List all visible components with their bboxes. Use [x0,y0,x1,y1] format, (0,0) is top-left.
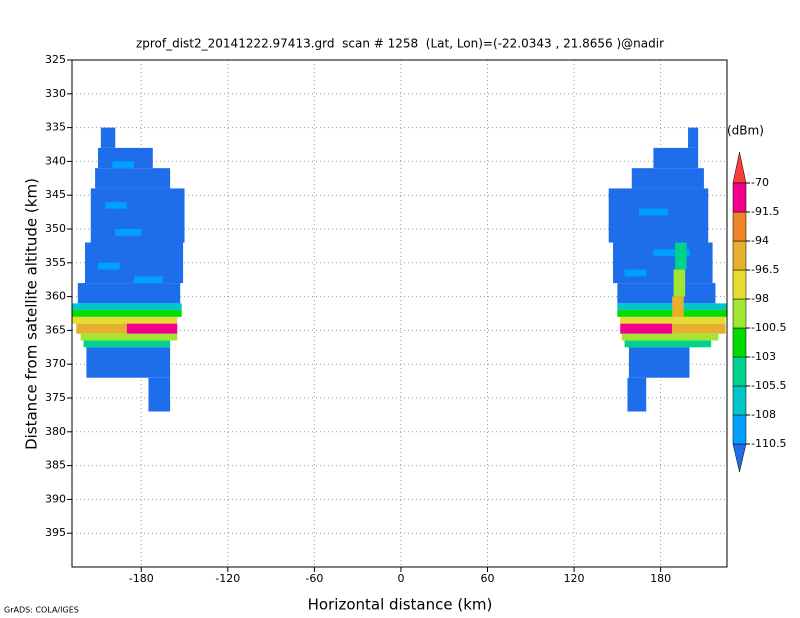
colorbar-tick-label: -103 [751,350,776,363]
y-tick-label: 330 [45,87,66,100]
colorbar-label: (dBm) [727,124,764,138]
cell [627,377,647,412]
cell [105,201,127,209]
cell [628,347,690,378]
colorbar-box [732,240,747,271]
cell [100,127,116,148]
cell [608,188,709,243]
x-tick-label: -60 [305,572,323,585]
cell [80,333,178,341]
colorbar-tick-label: -100.5 [751,321,786,334]
cell [620,316,726,324]
cell [672,296,684,317]
y-tick-label: 335 [45,121,66,134]
cell [653,147,699,169]
colorbar-tick-label: -105.5 [751,379,786,392]
cell [112,161,135,169]
y-tick-label: 340 [45,154,66,167]
cell [624,340,712,348]
cell [95,168,171,189]
y-tick-label: 375 [45,391,66,404]
cell [673,269,686,297]
y-tick-label: 350 [45,222,66,235]
cell [97,262,120,270]
cell [672,323,726,334]
cell [148,377,171,412]
colorbar-tick-label: -96.5 [751,263,779,276]
cell [617,283,716,304]
cell [134,276,163,284]
x-tick-label: 180 [650,572,671,585]
y-tick-label: 390 [45,492,66,505]
colorbar-box [732,327,747,358]
y-axis-label: Distance from satellite altitude (km) [23,178,41,450]
colorbar-box [732,385,747,416]
footer: GrADS: COLA/IGES [4,606,79,615]
cell [86,347,171,378]
x-tick-label: -120 [215,572,240,585]
colorbar-bottom [732,443,747,473]
cell [72,310,182,317]
cell [72,303,182,311]
colorbar-top [732,151,747,184]
y-tick-label: 395 [45,526,66,539]
cell [653,249,690,257]
cell [621,333,719,341]
y-tick-label: 365 [45,323,66,336]
cell [688,127,699,148]
x-tick-label: 60 [481,572,495,585]
cell [126,323,178,334]
colorbar-tick-label: -108 [751,408,776,421]
y-tick-label: 380 [45,425,66,438]
cell [76,323,127,334]
x-tick-label: -180 [129,572,154,585]
x-axis-label: Horizontal distance (km) [308,596,493,614]
plot-frame [71,59,728,568]
x-tick-label: 0 [397,572,404,585]
chart-title: zprof_dist2_20141222.97413.grd scan # 12… [136,37,664,51]
cell [115,229,142,236]
colorbar-box [732,269,747,300]
cell [620,323,673,334]
colorbar-tick-label: -94 [751,234,769,247]
colorbar-box [732,414,747,445]
x-tick-label: 120 [564,572,585,585]
y-tick-label: 325 [45,53,66,66]
colorbar-tick-label: -110.5 [751,437,786,450]
colorbar-box [732,298,747,329]
cell [72,316,178,324]
cell [97,147,153,169]
colorbar-tick-label: -91.5 [751,205,779,218]
colorbar-box [732,211,747,242]
cell [624,269,647,277]
colorbar-box [732,356,747,387]
y-tick-label: 370 [45,357,66,370]
cell [675,242,687,270]
colorbar-tick-label: -70 [751,176,769,189]
cell [638,208,668,216]
cell [613,242,713,284]
colorbar-box [732,182,747,213]
cell [631,168,704,189]
y-tick-label: 385 [45,459,66,472]
colorbar-tick-label: -98 [751,292,769,305]
cell [77,283,181,304]
y-tick-label: 355 [45,256,66,269]
cell [83,340,171,348]
y-tick-label: 345 [45,188,66,201]
y-tick-label: 360 [45,290,66,303]
